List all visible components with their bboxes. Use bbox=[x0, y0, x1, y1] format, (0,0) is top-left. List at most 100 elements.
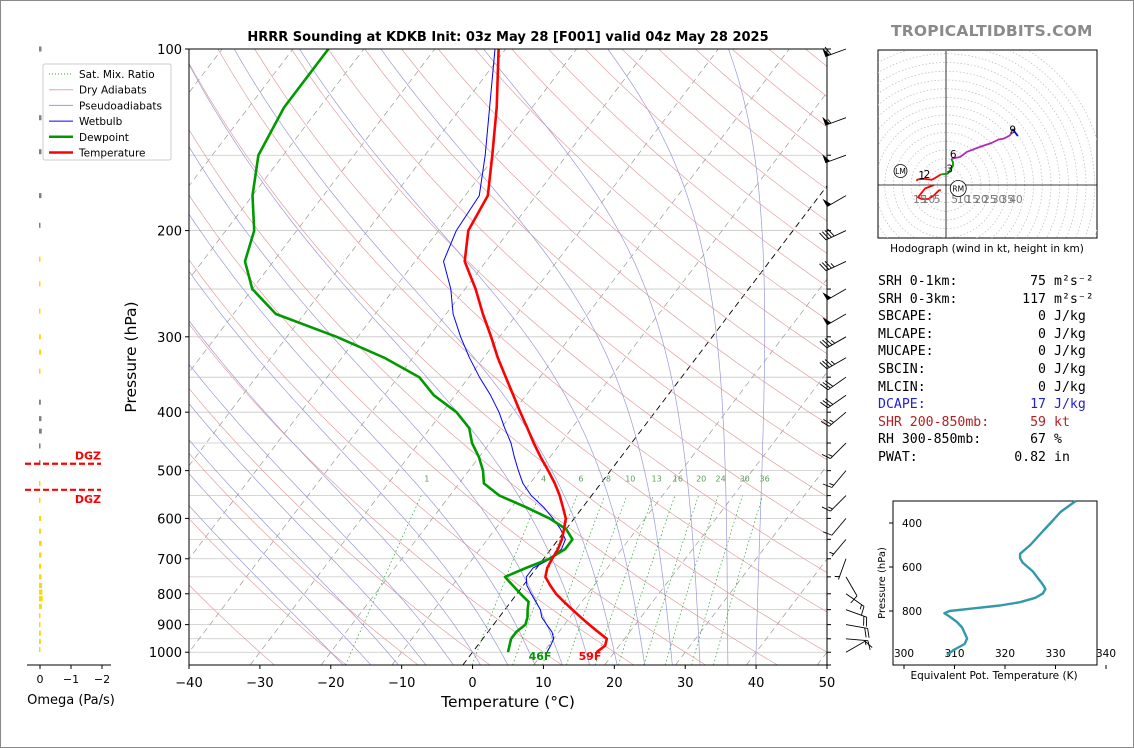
wind-barb bbox=[822, 518, 847, 536]
mixing-ratio-labels: 1 4 6 8 10 13 16 20 24 30 36 bbox=[424, 474, 769, 483]
y-tick-label: 200 bbox=[157, 225, 182, 240]
barb-feather bbox=[867, 628, 870, 638]
y-tick-label: 300 bbox=[157, 331, 182, 346]
omega-xticks: 0 −1 −2 bbox=[37, 665, 110, 686]
dry-adiabat bbox=[291, 49, 827, 535]
barb-staff bbox=[825, 154, 847, 164]
dgz-label: DGZ bbox=[75, 493, 101, 506]
dry-adiabat bbox=[189, 387, 491, 665]
omega-bar bbox=[39, 222, 41, 228]
omega-bar bbox=[39, 574, 42, 580]
barb-staff bbox=[825, 117, 847, 126]
theta-e-xlabel: Equivalent Pot. Temperature (K) bbox=[910, 670, 1077, 682]
barb-flag bbox=[822, 198, 832, 207]
mixing-ratio-line bbox=[512, 495, 578, 665]
barb-feather bbox=[825, 380, 834, 387]
pseudoadiabat bbox=[189, 213, 530, 653]
wind-barb bbox=[822, 195, 847, 207]
stat-row: DCAPE: 17 J/kg bbox=[878, 396, 1128, 414]
skewt-frame bbox=[188, 48, 828, 666]
legend-label: Wetbulb bbox=[79, 116, 123, 128]
x-tick-label: 40 bbox=[748, 676, 765, 691]
dry-adiabat bbox=[327, 49, 827, 498]
wind-barb bbox=[822, 313, 847, 326]
hodograph-trace bbox=[915, 128, 1019, 200]
temperature-line bbox=[463, 49, 609, 654]
barb-staff bbox=[825, 230, 847, 241]
wetbulb-series bbox=[443, 49, 566, 653]
wind-barb bbox=[845, 609, 868, 627]
omega-xlabel: Omega (Pa/s) bbox=[27, 693, 115, 708]
pseudoadiabat bbox=[233, 49, 615, 653]
barb-feather bbox=[822, 483, 833, 488]
pseudoadiabat bbox=[500, 652, 509, 665]
stat-unit: in bbox=[1054, 449, 1070, 465]
barb-feather bbox=[822, 382, 831, 389]
barb-staff bbox=[827, 376, 847, 391]
barb-half bbox=[829, 483, 834, 486]
pseudoadiabat bbox=[483, 49, 700, 653]
x-tick-label: 10 bbox=[535, 676, 552, 691]
x-tick-label: 50 bbox=[819, 676, 836, 691]
mixing-ratio-line bbox=[664, 495, 719, 665]
omega-bar bbox=[39, 622, 41, 628]
pseudoadiabat bbox=[613, 652, 618, 665]
mixing-ratio-line bbox=[713, 495, 764, 665]
stat-value: 0 bbox=[1038, 344, 1046, 360]
y-tick-label: 800 bbox=[157, 588, 182, 603]
barb-half bbox=[859, 604, 862, 610]
y-tick-label: 500 bbox=[157, 465, 182, 480]
barb-staff bbox=[830, 495, 847, 512]
theta-e-frame bbox=[892, 500, 1098, 666]
barb-half bbox=[828, 506, 833, 510]
stat-value: 0.82 bbox=[1014, 449, 1046, 465]
theta-e-xtick-label: 310 bbox=[944, 648, 964, 660]
wind-barb bbox=[845, 593, 865, 616]
hodograph-segment bbox=[917, 184, 941, 200]
stat-unit: m²s⁻² bbox=[1054, 274, 1094, 289]
legend-label: Dry Adiabats bbox=[79, 85, 147, 97]
barb-half bbox=[829, 551, 834, 555]
barb-staff bbox=[831, 539, 847, 557]
mixing-ratio-label: 13 bbox=[652, 474, 662, 483]
barb-feather bbox=[821, 262, 830, 270]
mixing-ratio-lines bbox=[345, 495, 764, 665]
sfc-temp-label: 59F bbox=[579, 650, 602, 663]
legend-label: Pseudoadiabats bbox=[79, 100, 162, 112]
omega-tick-label: −1 bbox=[63, 673, 79, 686]
dry-adiabat bbox=[474, 49, 827, 355]
barb-feather bbox=[819, 263, 827, 272]
theta-e-ytick-label: 600 bbox=[902, 562, 922, 574]
mixing-ratio-line bbox=[542, 495, 606, 665]
stat-row: MLCAPE: 0 J/kg bbox=[878, 326, 1128, 344]
hodograph-ring-label: 15 bbox=[913, 194, 926, 206]
omega-bar bbox=[39, 281, 41, 287]
omega-bar bbox=[39, 149, 42, 155]
barb-staff bbox=[830, 442, 847, 459]
dgz-label: DGZ bbox=[75, 450, 101, 463]
mixing-ratio-line bbox=[345, 495, 422, 665]
wind-barb bbox=[845, 576, 858, 604]
stat-label: SHR 200-850mb: bbox=[878, 414, 990, 430]
barb-flag bbox=[822, 48, 831, 57]
isotherm bbox=[189, 49, 294, 187]
x-tick-label: −20 bbox=[317, 676, 344, 691]
theta-e-ticks: 300 310 320 330 340 400 600 800 bbox=[889, 518, 1116, 669]
stat-row: SBCIN: 0 J/kg bbox=[878, 361, 1128, 379]
barb-feather bbox=[824, 230, 832, 238]
x-tick-label: −10 bbox=[388, 676, 415, 691]
stat-label: SBCAPE: bbox=[878, 309, 934, 325]
x-tick-label: −40 bbox=[175, 676, 202, 691]
stat-row: SRH 0-3km: 117 m²s⁻² bbox=[878, 291, 1128, 309]
dgz-markers: DGZ DGZ bbox=[25, 450, 101, 506]
barb-staff bbox=[831, 470, 847, 488]
barb-staff bbox=[845, 624, 868, 629]
stat-label: DCAPE: bbox=[878, 397, 926, 413]
pseudoadiabat bbox=[299, 49, 644, 653]
omega-bar bbox=[39, 563, 42, 569]
hodograph-ring-label: 20 bbox=[974, 194, 987, 206]
legend-label: Sat. Mix. Ratio bbox=[79, 69, 155, 81]
dry-adiabat bbox=[189, 518, 347, 665]
